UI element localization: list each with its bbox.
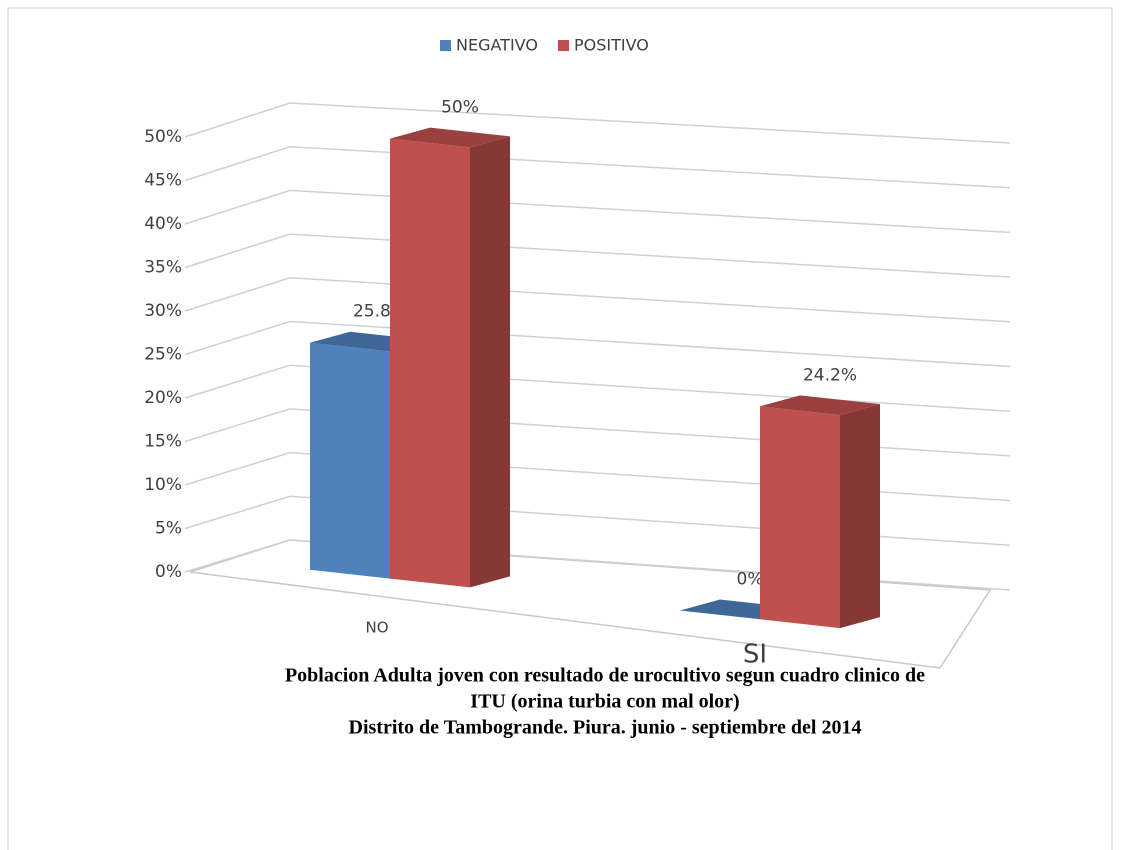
data-label: 50% xyxy=(441,98,479,118)
chart-title: ITU (orina turbia con mal olor) xyxy=(470,691,739,713)
bar-front xyxy=(310,342,390,579)
data-label: 24.2% xyxy=(803,365,857,385)
y-tick-label: 35% xyxy=(144,258,182,278)
data-label: 0% xyxy=(737,569,764,589)
y-tick-label: 5% xyxy=(155,519,182,539)
y-tick-label: 15% xyxy=(144,432,182,452)
y-tick-label: 20% xyxy=(144,388,182,408)
frame xyxy=(7,7,1113,850)
y-tick-label: 45% xyxy=(144,171,182,191)
x-tick-label: NO xyxy=(365,619,388,637)
bar xyxy=(390,127,510,588)
bar-top xyxy=(760,395,880,416)
grid-line xyxy=(184,189,1011,234)
y-tick-label: 40% xyxy=(144,214,182,234)
chart-title: Poblacion Adulta joven con resultado de … xyxy=(285,665,925,687)
y-tick-label: 10% xyxy=(144,475,182,495)
bar-side xyxy=(840,404,880,629)
grid-line xyxy=(184,145,1011,189)
bar-side xyxy=(470,136,510,588)
bar-front xyxy=(760,406,840,629)
legend-label: NEGATIVO xyxy=(456,36,538,55)
grid-line xyxy=(184,102,1011,144)
bar-top xyxy=(390,127,510,148)
legend-label: POSITIVO xyxy=(574,36,649,55)
chart-title: Distrito de Tambogrande. Piura. junio - … xyxy=(349,717,862,739)
bar-front xyxy=(390,138,470,588)
grid-line xyxy=(184,320,1011,368)
y-tick-label: 0% xyxy=(155,562,182,582)
grid-line xyxy=(184,233,1011,278)
y-tick-label: 30% xyxy=(144,301,182,321)
legend-swatch xyxy=(440,40,451,51)
y-tick-label: 50% xyxy=(144,127,182,147)
bar xyxy=(760,395,880,629)
grid-line xyxy=(184,277,1011,323)
grid-line xyxy=(184,364,1011,412)
x-tick-label: SI xyxy=(743,640,767,670)
y-tick-label: 25% xyxy=(144,345,182,365)
legend-swatch xyxy=(558,40,569,51)
